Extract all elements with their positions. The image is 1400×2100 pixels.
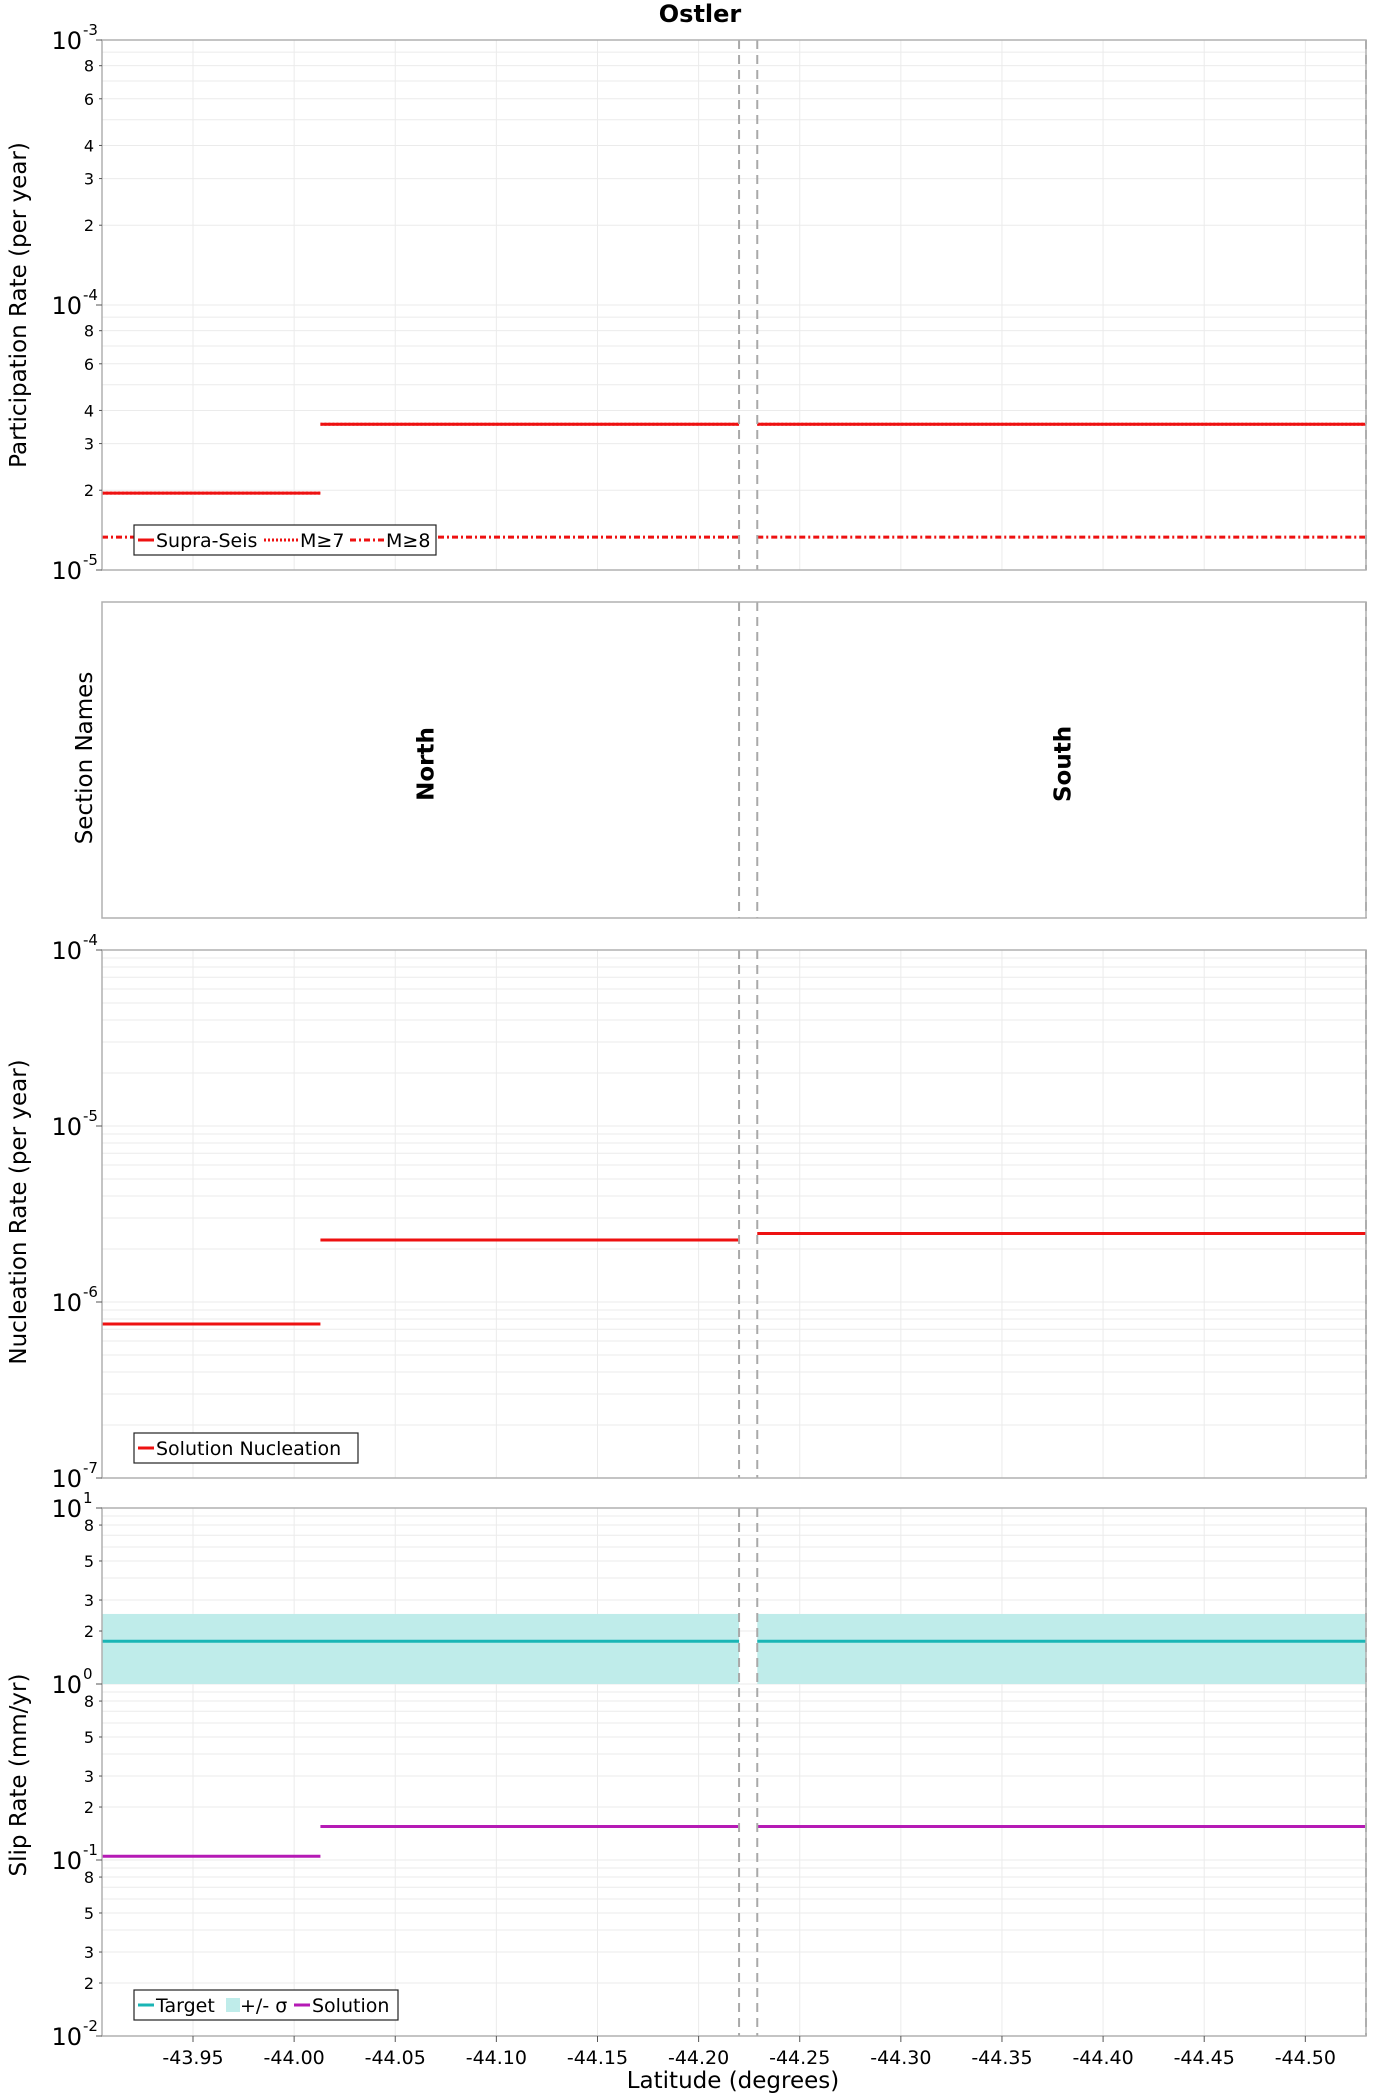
x-axis-label: Latitude (degrees)	[627, 2068, 840, 2094]
y-tick-label: 2	[84, 1974, 94, 1993]
y-tick-label: 8	[84, 1692, 94, 1711]
y-tick-label: 3	[84, 1943, 94, 1962]
y-tick-label: 4	[84, 136, 94, 155]
y-tick-label: 3	[84, 1767, 94, 1786]
x-tick-label: -44.35	[971, 2047, 1032, 2069]
x-tick-label: -44.00	[264, 2047, 325, 2069]
y-tick-label: 10	[51, 1465, 82, 1493]
x-tick-label: -44.05	[365, 2047, 426, 2069]
y-tick-label: 8	[84, 1516, 94, 1535]
legend-box	[133, 1432, 359, 1464]
chart-title: Ostler	[659, 0, 742, 28]
y-tick-label: 5	[84, 1904, 94, 1923]
y-tick-label: 3	[84, 435, 94, 454]
legend-label: Solution	[312, 1995, 389, 2017]
x-tick-label: -44.30	[870, 2047, 931, 2069]
y-tick-label: 4	[84, 401, 94, 420]
y-tick-label: 10	[51, 292, 82, 320]
section-name-label: North	[414, 727, 440, 801]
nucleation-ylabel: Nucleation Rate (per year)	[6, 1059, 32, 1364]
x-tick-label: -44.20	[668, 2047, 729, 2069]
y-tick-exponent: -4	[83, 931, 98, 949]
y-tick-label: 10	[51, 1495, 82, 1523]
y-tick-label: 10	[51, 937, 82, 965]
sigma-band	[757, 1613, 1366, 1684]
y-tick-label: 6	[84, 90, 94, 109]
y-tick-label: 2	[84, 481, 94, 500]
section-names-ylabel: Section Names	[72, 672, 98, 845]
legend-label: +/- σ	[240, 1995, 287, 2017]
plot-frame	[101, 1507, 1367, 2037]
y-tick-exponent: -6	[83, 1283, 98, 1301]
legend-label: Supra-Seis	[156, 530, 257, 552]
y-tick-label: 10	[51, 2023, 82, 2051]
y-tick-label: 8	[84, 1868, 94, 1887]
y-tick-exponent: -5	[83, 1107, 98, 1125]
y-tick-label: 10	[51, 27, 82, 55]
y-tick-label: 10	[51, 557, 82, 585]
legend-box	[133, 1989, 399, 2021]
y-tick-label: 6	[84, 355, 94, 374]
x-tick-label: -44.10	[466, 2047, 527, 2069]
sigma-band	[102, 1613, 740, 1684]
x-tick-label: -44.40	[1072, 2047, 1133, 2069]
y-tick-exponent: -3	[83, 21, 98, 39]
y-tick-label: 3	[84, 1591, 94, 1610]
plot-frame	[101, 601, 1367, 919]
slip-rate-ylabel: Slip Rate (mm/yr)	[6, 1674, 32, 1877]
y-tick-exponent: 0	[83, 1665, 93, 1683]
y-tick-label: 8	[84, 322, 94, 341]
y-tick-label: 10	[51, 1671, 82, 1699]
y-tick-label: 5	[84, 1552, 94, 1571]
y-tick-label: 3	[84, 170, 94, 189]
y-tick-label: 2	[84, 1798, 94, 1817]
legend-swatch	[226, 1998, 240, 2012]
x-tick-label: -43.95	[162, 2047, 223, 2069]
y-tick-exponent: -4	[83, 286, 98, 304]
y-tick-exponent: -2	[83, 2017, 98, 2035]
x-tick-label: -44.45	[1174, 2047, 1235, 2069]
legend-label: M≥7	[300, 530, 344, 552]
y-tick-label: 10	[51, 1113, 82, 1141]
y-tick-exponent: 1	[83, 1489, 93, 1507]
x-tick-label: -44.15	[567, 2047, 628, 2069]
legend-label: Target	[155, 1995, 215, 2017]
participation-ylabel: Participation Rate (per year)	[6, 142, 32, 468]
y-tick-label: 2	[84, 1622, 94, 1641]
y-tick-exponent: -5	[83, 551, 98, 569]
section-name-label: South	[1051, 726, 1077, 802]
x-tick-label: -44.25	[769, 2047, 830, 2069]
y-tick-label: 10	[51, 1289, 82, 1317]
x-tick-label: -44.50	[1275, 2047, 1336, 2069]
y-tick-label: 5	[84, 1728, 94, 1747]
y-tick-label: 2	[84, 216, 94, 235]
y-tick-exponent: -1	[83, 1841, 98, 1859]
section-names-panel: North South Section Names	[72, 601, 1367, 919]
plot-frame	[101, 949, 1367, 1479]
y-tick-exponent: -7	[83, 1459, 98, 1477]
y-tick-label: 10	[51, 1847, 82, 1875]
y-tick-label: 8	[84, 57, 94, 76]
legend-label: M≥8	[386, 530, 430, 552]
legend-label: Solution Nucleation	[156, 1438, 341, 1460]
